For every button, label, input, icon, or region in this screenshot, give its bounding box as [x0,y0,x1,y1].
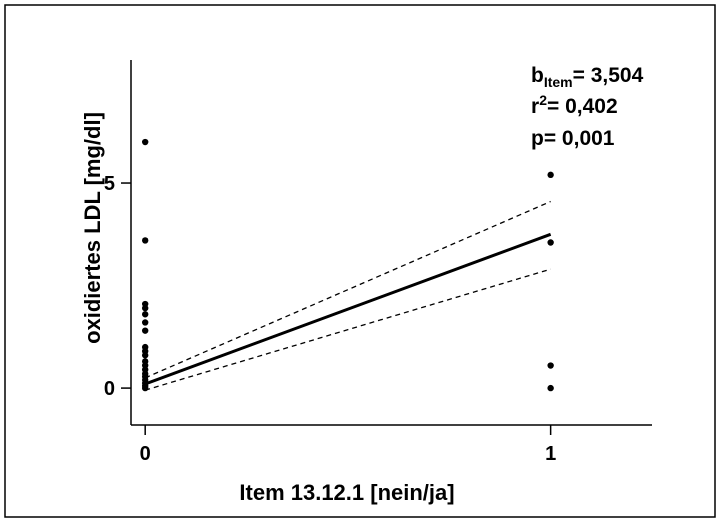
p-value-annotation: p= 0,001 [531,127,615,150]
y-axis-label: oxidiertes LDL [mg/dl] [80,112,105,344]
stats-annotation: bItem= 3,504 r2= 0,402 p= 0,001 [531,64,644,150]
regression-line-group [144,232,552,386]
r2-superscript: 2 [539,92,547,108]
y-tick-label: 5 [104,173,115,195]
y-ticks: 05 [104,173,131,400]
r2-annotation: r2= 0,402 [531,92,618,118]
data-point [141,237,149,244]
data-point [547,239,554,246]
r2-label: r [531,95,539,118]
x-axis-label: Item 13.12.1 [nein/ja] [239,480,454,505]
data-point [141,138,149,146]
ci-upper-line [144,200,551,379]
confidence-bands [144,200,551,391]
figure-border [4,4,716,518]
data-point [141,352,149,359]
data-point [141,311,149,318]
x-tick-label: 0 [140,443,151,465]
ci-lower-line [145,268,551,391]
data-point [547,384,554,392]
r2-value: = 0,402 [547,95,618,118]
slope-annotation: bItem= 3,504 [531,64,644,90]
data-point [547,362,554,369]
data-point [141,327,149,334]
x-tick-label: 1 [545,443,556,465]
data-points [141,138,554,392]
data-point [141,384,149,392]
slope-value: = 3,504 [573,64,644,87]
y-tick-label: 0 [104,378,115,400]
regression-line [144,232,552,386]
data-point [141,319,149,326]
data-point [141,304,149,312]
slope-subscript: Item [544,74,573,90]
slope-label: b [531,64,544,87]
data-point [547,171,554,179]
